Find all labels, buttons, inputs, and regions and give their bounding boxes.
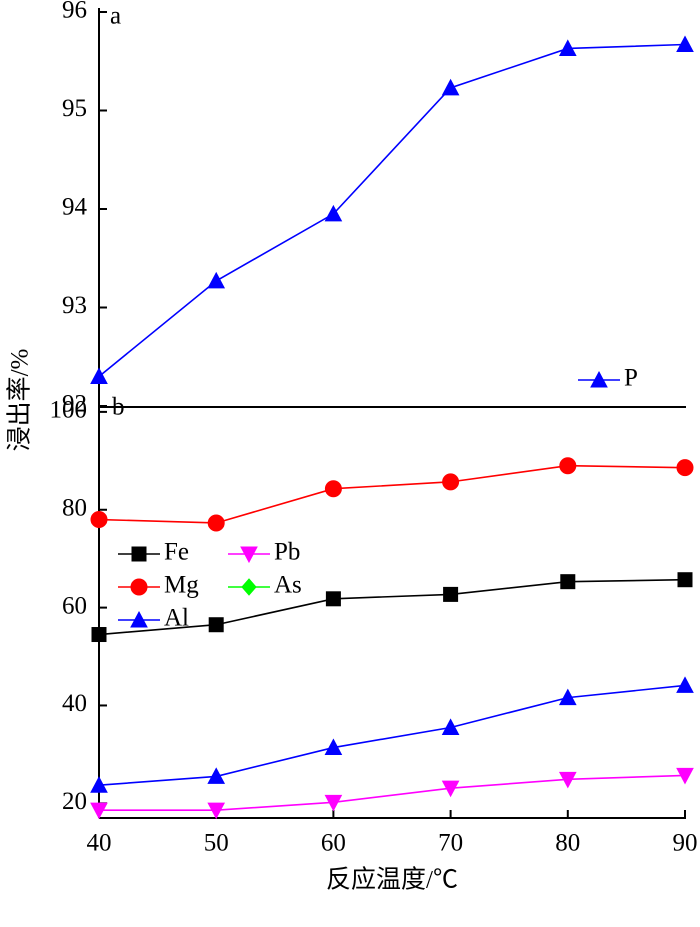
- marker: [207, 514, 225, 532]
- marker: [676, 767, 694, 785]
- y-axis-label: 浸出率/%: [6, 349, 34, 452]
- legend-label: As: [274, 572, 302, 599]
- x-tick-label: 70: [438, 830, 463, 857]
- series-line: [99, 774, 686, 811]
- marker: [324, 204, 343, 222]
- marker: [558, 771, 577, 789]
- marker: [130, 578, 148, 596]
- legend-label: Mg: [164, 572, 199, 599]
- marker: [208, 617, 224, 633]
- marker: [676, 459, 694, 477]
- marker: [130, 610, 148, 628]
- y-tick-label: 60: [62, 592, 87, 619]
- panel-label: a: [110, 3, 121, 30]
- y-tick-label: 40: [62, 690, 87, 717]
- panel-label: b: [112, 394, 125, 421]
- marker: [207, 802, 226, 820]
- series-line: [98, 464, 686, 524]
- marker: [90, 367, 108, 384]
- marker: [324, 738, 343, 756]
- y-tick-label: 92: [62, 391, 87, 418]
- marker: [676, 676, 694, 693]
- y-tick-label: 93: [62, 292, 87, 319]
- marker: [559, 457, 577, 475]
- marker: [90, 776, 108, 793]
- series-line: [98, 43, 686, 378]
- y-tick-label: 20: [62, 788, 87, 815]
- marker: [677, 572, 693, 588]
- legend-label: Pb: [274, 539, 300, 566]
- y-tick-label: 96: [62, 0, 87, 24]
- y-tick-label: 94: [62, 194, 88, 221]
- marker: [442, 473, 460, 491]
- marker: [207, 767, 226, 784]
- x-tick-label: 50: [204, 830, 229, 857]
- marker: [324, 794, 343, 812]
- legend-label: Al: [164, 605, 189, 632]
- x-axis-label: 反应温度/℃: [326, 866, 458, 894]
- marker: [90, 511, 108, 529]
- marker: [131, 546, 147, 562]
- marker: [91, 627, 107, 643]
- marker: [443, 586, 459, 602]
- marker: [441, 718, 460, 735]
- marker: [676, 35, 694, 53]
- y-tick-label: 80: [62, 494, 87, 521]
- y-tick-label: 100: [50, 397, 88, 424]
- series-line: [98, 578, 686, 636]
- marker: [90, 802, 108, 820]
- marker: [324, 480, 342, 498]
- x-tick-label: 80: [555, 830, 580, 857]
- x-tick-label: 40: [87, 830, 112, 857]
- marker: [441, 780, 460, 798]
- marker: [325, 591, 341, 607]
- marker: [558, 688, 577, 706]
- marker: [558, 39, 577, 56]
- y-tick-label: 95: [62, 95, 87, 122]
- marker: [590, 370, 608, 388]
- x-tick-label: 60: [321, 830, 346, 857]
- marker: [441, 78, 460, 96]
- marker: [207, 271, 226, 289]
- legend-label: P: [624, 365, 638, 392]
- marker: [560, 574, 576, 590]
- marker: [241, 578, 257, 596]
- legend-label: Fe: [164, 539, 189, 566]
- x-tick-label: 90: [673, 830, 698, 857]
- series-line: [98, 684, 686, 787]
- marker: [240, 546, 258, 564]
